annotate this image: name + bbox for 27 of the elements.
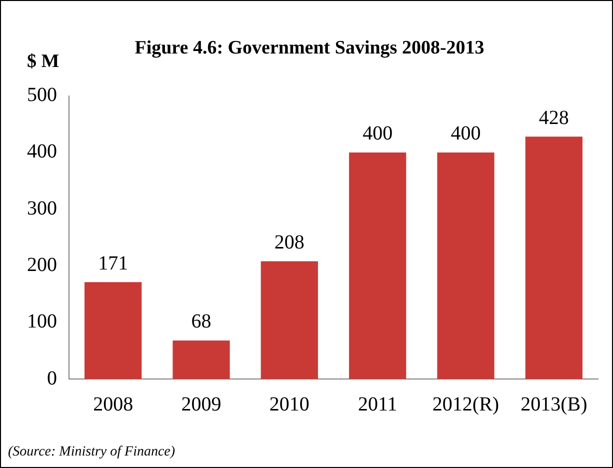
data-label: 428 <box>538 106 569 129</box>
bar <box>260 261 318 379</box>
y-tick-label: 500 <box>27 84 57 106</box>
y-tick-label: 300 <box>27 197 57 220</box>
bar <box>349 152 406 379</box>
bar <box>84 282 142 379</box>
data-label: 171 <box>98 252 128 274</box>
y-tick-label: 0 <box>47 367 57 390</box>
bar <box>525 136 582 379</box>
bar <box>172 340 230 379</box>
x-tick-label: 2009 <box>181 393 222 416</box>
y-tick-label: 400 <box>27 140 57 163</box>
chart-title: Figure 4.6: Government Savings 2008-2013 <box>134 37 484 58</box>
y-tick-label: 200 <box>27 254 57 276</box>
data-label: 400 <box>362 122 393 145</box>
x-tick-label: 2008 <box>93 393 134 416</box>
y-tick-label: 100 <box>27 310 57 333</box>
x-tick-label: 2012(R) <box>432 393 500 416</box>
text: (Source: Ministry of Finance) <box>8 444 176 460</box>
data-label: 68 <box>191 310 212 333</box>
data-label: 400 <box>450 122 481 145</box>
x-tick-label: 2010 <box>269 393 310 416</box>
y-axis-title: $ M <box>27 51 60 72</box>
data-label: 208 <box>274 231 304 254</box>
bar <box>437 152 494 379</box>
x-tick-label: 2011 <box>358 393 398 416</box>
x-tick-label: 2013(B) <box>520 393 588 416</box>
